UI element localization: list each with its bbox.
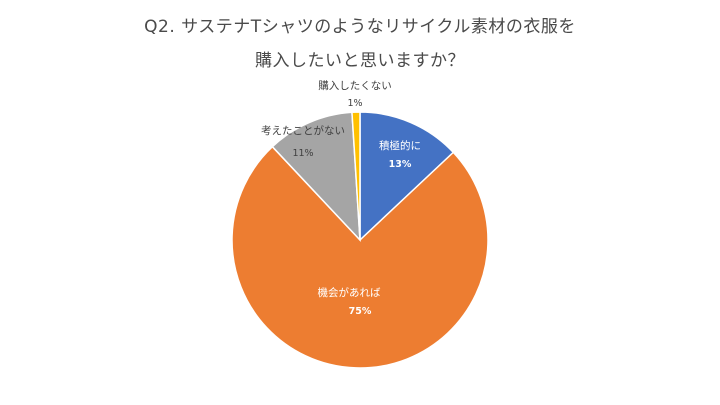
pie-labels: 積極的に 13% 機会があれば 75% 考えたことがない 11% 購入したくない 1% [261, 79, 421, 317]
pie-slices [231, 111, 489, 369]
pie-label-name-1: 積極的に [379, 139, 421, 152]
pie-label-name-2: 機会があれば [318, 286, 381, 299]
chart-title-line-2: 購入したいと思いますか？ [255, 51, 465, 71]
pie-slice-2 [231, 145, 489, 369]
chart-title-line-1: Q2. サステナTシャツのようなリサイクル素材の衣服を [144, 17, 576, 37]
pie-slice-1 [359, 111, 455, 242]
pie-label-pct-1: 13% [389, 159, 412, 170]
pie-label-pct-4: 1% [347, 98, 362, 109]
pie-label-pct-3: 11% [292, 148, 313, 159]
pie-slice-4 [351, 111, 361, 241]
pie-label-pct-2: 75% [349, 306, 372, 317]
pie-label-name-4: 購入したくない [318, 79, 392, 92]
pie-label-name-3: 考えたことがない [261, 124, 345, 137]
pie-slice-3 [271, 111, 361, 243]
